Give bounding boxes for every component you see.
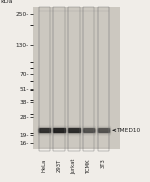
Text: HeLa: HeLa: [42, 158, 47, 172]
Text: 293T: 293T: [57, 158, 62, 172]
Text: 3T3: 3T3: [101, 158, 106, 168]
Text: TCMK: TCMK: [86, 158, 91, 173]
Text: Jurkat: Jurkat: [71, 158, 76, 174]
Text: kDa: kDa: [0, 0, 12, 4]
Text: TMED10: TMED10: [113, 128, 140, 133]
